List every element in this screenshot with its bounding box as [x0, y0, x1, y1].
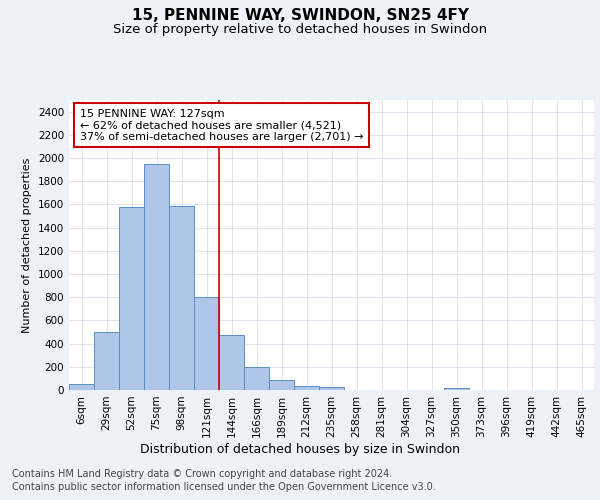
- Bar: [144, 164, 169, 390]
- Bar: [169, 206, 194, 390]
- Bar: [269, 380, 294, 390]
- Bar: [194, 297, 219, 390]
- Text: Contains public sector information licensed under the Open Government Licence v3: Contains public sector information licen…: [12, 482, 436, 492]
- Y-axis label: Number of detached properties: Number of detached properties: [22, 158, 32, 332]
- Text: Contains HM Land Registry data © Crown copyright and database right 2024.: Contains HM Land Registry data © Crown c…: [12, 469, 392, 479]
- Text: Size of property relative to detached houses in Swindon: Size of property relative to detached ho…: [113, 22, 487, 36]
- Bar: [244, 368, 269, 390]
- Text: Distribution of detached houses by size in Swindon: Distribution of detached houses by size …: [140, 442, 460, 456]
- Bar: [219, 335, 244, 390]
- Bar: [444, 388, 469, 390]
- Bar: [69, 384, 94, 390]
- Bar: [319, 387, 344, 390]
- Text: 15, PENNINE WAY, SWINDON, SN25 4FY: 15, PENNINE WAY, SWINDON, SN25 4FY: [131, 8, 469, 22]
- Text: 15 PENNINE WAY: 127sqm
← 62% of detached houses are smaller (4,521)
37% of semi-: 15 PENNINE WAY: 127sqm ← 62% of detached…: [79, 108, 363, 142]
- Bar: [94, 332, 119, 390]
- Bar: [119, 206, 144, 390]
- Bar: [294, 386, 319, 390]
